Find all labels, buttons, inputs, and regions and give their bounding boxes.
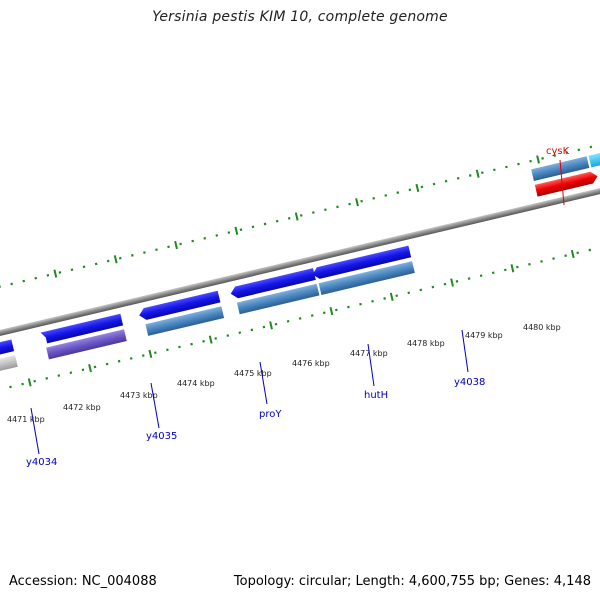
accession-label: Accession: NC_004088 — [9, 574, 157, 589]
gene-hutH[interactable] — [229, 268, 316, 299]
lower-tick-dots — [0, 233, 600, 397]
coordinate-label: 4475 kbp — [234, 369, 272, 378]
coordinate-label: 4478 kbp — [407, 339, 445, 348]
lower-major-ticks — [27, 249, 575, 387]
gene-label-y4038[interactable]: y4038 — [454, 377, 485, 388]
gene-y4038[interactable] — [311, 245, 412, 281]
gene-steel-2[interactable] — [236, 283, 320, 315]
gene-label-y4035[interactable]: y4035 — [146, 431, 177, 442]
gene-steel-3[interactable] — [318, 261, 415, 295]
coordinate-label: 4477 kbp — [350, 349, 388, 358]
coordinate-label: 4480 kbp — [523, 323, 561, 332]
gene-label-proY[interactable]: proY — [259, 409, 282, 420]
coordinate-label: 4479 kbp — [465, 331, 503, 340]
gene-callouts: y4034 y4035 proY hutH y4038 cysK — [26, 146, 570, 468]
gene-steel-1[interactable] — [145, 306, 225, 336]
coordinate-labels: 4471 kbp 4472 kbp 4473 kbp 4474 kbp 4475… — [7, 323, 561, 424]
genome-backbone — [0, 178, 600, 350]
gene-proY[interactable] — [138, 290, 221, 322]
upper-major-ticks — [53, 155, 540, 278]
genome-stats-label: Topology: circular; Length: 4,600,755 bp… — [233, 574, 591, 589]
coordinate-label: 4474 kbp — [177, 379, 215, 388]
gene-cysK[interactable] — [534, 170, 599, 197]
gene-row-minus — [0, 261, 415, 383]
coordinate-label: 4472 kbp — [63, 403, 101, 412]
gene-label-y4034[interactable]: y4034 — [26, 457, 57, 468]
callout-line-hutH — [367, 343, 375, 387]
callout-line-y4038 — [461, 329, 469, 373]
lower-tick-track — [0, 233, 600, 397]
callout-line-cysK — [559, 159, 565, 206]
callout-line-y4034 — [30, 407, 40, 455]
gene-cysK-upper[interactable] — [531, 156, 590, 182]
coordinate-label: 4473 kbp — [120, 391, 158, 400]
callout-line-proY — [259, 361, 268, 405]
map-title: Yersinia pestis KIM 10, complete genome — [152, 9, 448, 25]
gene-purple[interactable] — [46, 329, 127, 360]
gene-label-cysK[interactable]: cysK — [546, 146, 570, 157]
gene-grey[interactable] — [0, 355, 18, 383]
gene-y4035[interactable] — [40, 313, 124, 345]
coordinate-label: 4476 kbp — [292, 359, 330, 368]
upper-tick-track — [0, 136, 600, 300]
gene-cyan-fragment[interactable] — [588, 151, 600, 168]
callout-line-y4035 — [150, 382, 160, 429]
upper-tick-dots — [0, 136, 600, 300]
coordinate-label: 4471 kbp — [7, 415, 45, 424]
gene-label-hutH[interactable]: hutH — [364, 390, 388, 401]
gene-row-plus — [0, 245, 412, 368]
